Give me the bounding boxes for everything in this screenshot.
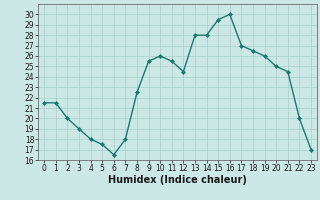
X-axis label: Humidex (Indice chaleur): Humidex (Indice chaleur) <box>108 175 247 185</box>
